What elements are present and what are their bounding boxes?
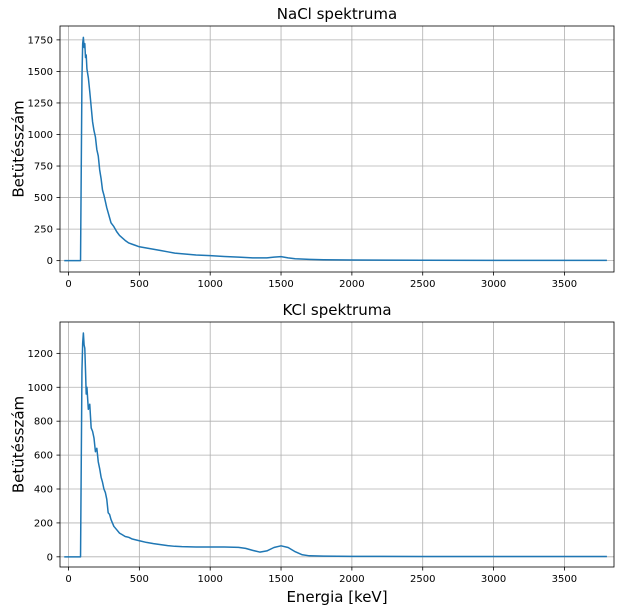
y-tick-label: 1500: [28, 67, 53, 78]
x-tick-label: 2500: [410, 279, 435, 290]
nacl-spectrum-chart: NaCl spektruma Betütésszám 0 500 1000 1500 2…: [10, 5, 615, 290]
y-tick-label: 1000: [28, 130, 53, 141]
x-tick-label: 1500: [268, 279, 293, 290]
series-line: [64, 332, 607, 558]
x-tick-label: 500: [130, 279, 149, 290]
y-tick-label: 0: [47, 552, 53, 563]
y-tick-label: 400: [34, 485, 53, 496]
x-tick-label: 3500: [552, 574, 577, 585]
y-tick-label: 1750: [28, 35, 53, 46]
y-tick-label: 1200: [28, 349, 53, 360]
x-tick-label: 0: [65, 574, 71, 585]
x-tick-label: 1500: [268, 574, 293, 585]
x-tick-label: 3000: [481, 574, 506, 585]
x-axis-label: Energia [keV]: [286, 588, 387, 606]
x-tick-label: 2500: [410, 574, 435, 585]
x-tick-label: 0: [65, 279, 71, 290]
y-tick-label: 500: [34, 193, 53, 204]
x-tick-label: 3500: [552, 279, 577, 290]
x-tick-label: 3000: [481, 279, 506, 290]
y-tick-label: 600: [34, 451, 53, 462]
kcl-spectrum-chart: KCl spektruma Betütésszám Energia [keV] …: [10, 301, 615, 606]
y-axis-label: Betütésszám: [10, 100, 28, 197]
x-tick-label: 1000: [197, 574, 222, 585]
chart-title: NaCl spektruma: [277, 5, 397, 23]
y-axis-label: Betütésszám: [10, 396, 28, 493]
plot-frame: [59, 25, 615, 273]
chart-title: KCl spektruma: [282, 301, 391, 319]
y-tick-label: 0: [47, 256, 53, 267]
y-tick-label: 750: [34, 162, 53, 173]
y-tick-label: 1250: [28, 98, 53, 109]
y-tick-label: 250: [34, 225, 53, 236]
y-tick-label: 800: [34, 417, 53, 428]
x-tick-label: 500: [130, 574, 149, 585]
plot-frame: [59, 321, 615, 568]
x-tick-label: 2000: [339, 279, 364, 290]
y-tick-label: 1000: [28, 383, 53, 394]
x-tick-label: 2000: [339, 574, 364, 585]
x-tick-label: 1000: [197, 279, 222, 290]
series-line: [64, 36, 607, 262]
y-tick-label: 200: [34, 518, 53, 529]
